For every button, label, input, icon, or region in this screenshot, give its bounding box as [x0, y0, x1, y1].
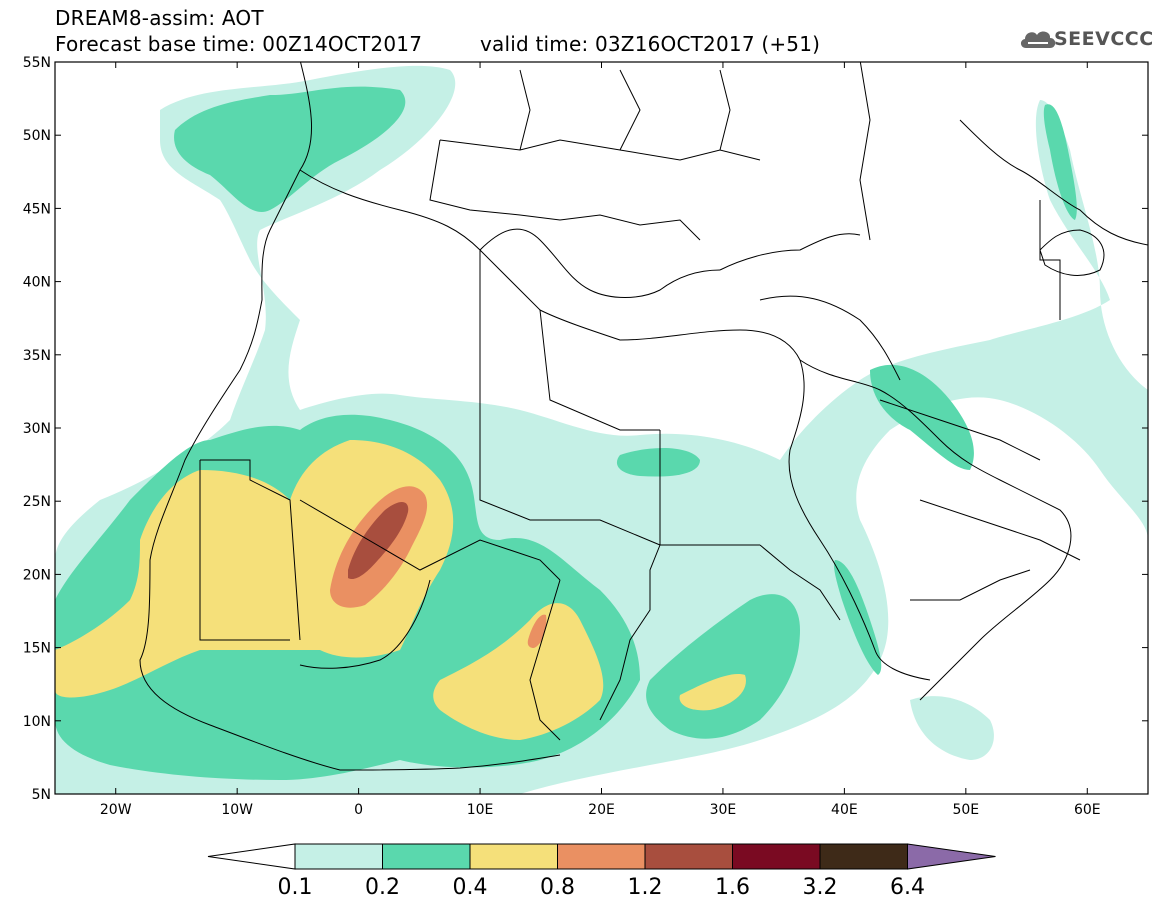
colorbar-box [644, 843, 733, 870]
colorbar-label: 3.2 [803, 875, 838, 900]
lat-label: 50N [23, 128, 51, 144]
lon-label: 20E [588, 802, 615, 818]
colorbar-label: 0.4 [453, 875, 488, 900]
lon-label: 40E [831, 802, 858, 818]
colorbar-box [819, 843, 908, 870]
cloud-logo-icon [1020, 31, 1056, 48]
lon-label: 60E [1074, 802, 1101, 818]
longitude-axis: 20W 10W 0 10E 20E 30E 40E 50E 60E [100, 62, 1101, 818]
lat-label: 5N [32, 787, 51, 803]
aot-map: 55N 50N 45N 40N 35N 30N 25N 20N 15N 10N 5N 20W 10W 0… [23, 55, 1149, 818]
lat-label: 40N [23, 275, 51, 291]
latitude-axis: 55N 50N 45N 40N 35N 30N 25N 20N 15N 10N 5N [23, 55, 1148, 803]
aot-colorbar: 0.1 0.2 0.4 0.8 1.2 1.6 3.2 6.4 [207, 843, 996, 900]
aot-contours [55, 65, 1148, 794]
lat-label: 45N [23, 201, 51, 217]
lon-label: 20W [100, 802, 132, 818]
lon-label: 30E [710, 802, 737, 818]
seevccc-logo-text: SEEVCCC [1054, 28, 1154, 50]
valid-time: valid time: 03Z16OCT2017 (+51) [480, 32, 821, 56]
lat-label: 55N [23, 55, 51, 71]
aot-band-1.2 [348, 501, 409, 580]
colorbar-arrow-low [207, 843, 296, 870]
lat-label: 10N [23, 714, 51, 730]
lon-label: 10W [221, 802, 253, 818]
lat-label: 25N [23, 494, 51, 510]
map-title: DREAM8-assim: AOT [55, 6, 264, 30]
forecast-base-time: Forecast base time: 00Z14OCT2017 [55, 32, 423, 56]
lat-label: 30N [23, 421, 51, 437]
lat-label: 20N [23, 567, 51, 583]
colorbar-label: 1.6 [715, 875, 750, 900]
colorbar-labels: 0.1 0.2 0.4 0.8 1.2 1.6 3.2 6.4 [278, 875, 926, 900]
lon-label: 50E [952, 802, 979, 818]
lon-label: 0 [354, 802, 363, 818]
colorbar-box [469, 843, 558, 870]
colorbar-label: 0.8 [540, 875, 575, 900]
colorbar-box [557, 843, 646, 870]
aot-band-0.4 [55, 440, 746, 740]
lon-label: 10E [467, 802, 494, 818]
colorbar-arrow-high [907, 843, 996, 870]
colorbar-label: 6.4 [890, 875, 925, 900]
colorbar-box [732, 843, 821, 870]
colorbar-label: 0.1 [278, 875, 313, 900]
colorbar-boxes [207, 843, 996, 870]
colorbar-label: 1.2 [628, 875, 663, 900]
colorbar-label: 0.2 [365, 875, 400, 900]
colorbar-box [382, 843, 471, 870]
colorbar-box [294, 843, 383, 870]
coastlines [139, 62, 1148, 771]
lat-label: 35N [23, 348, 51, 364]
lat-label: 15N [23, 641, 51, 657]
